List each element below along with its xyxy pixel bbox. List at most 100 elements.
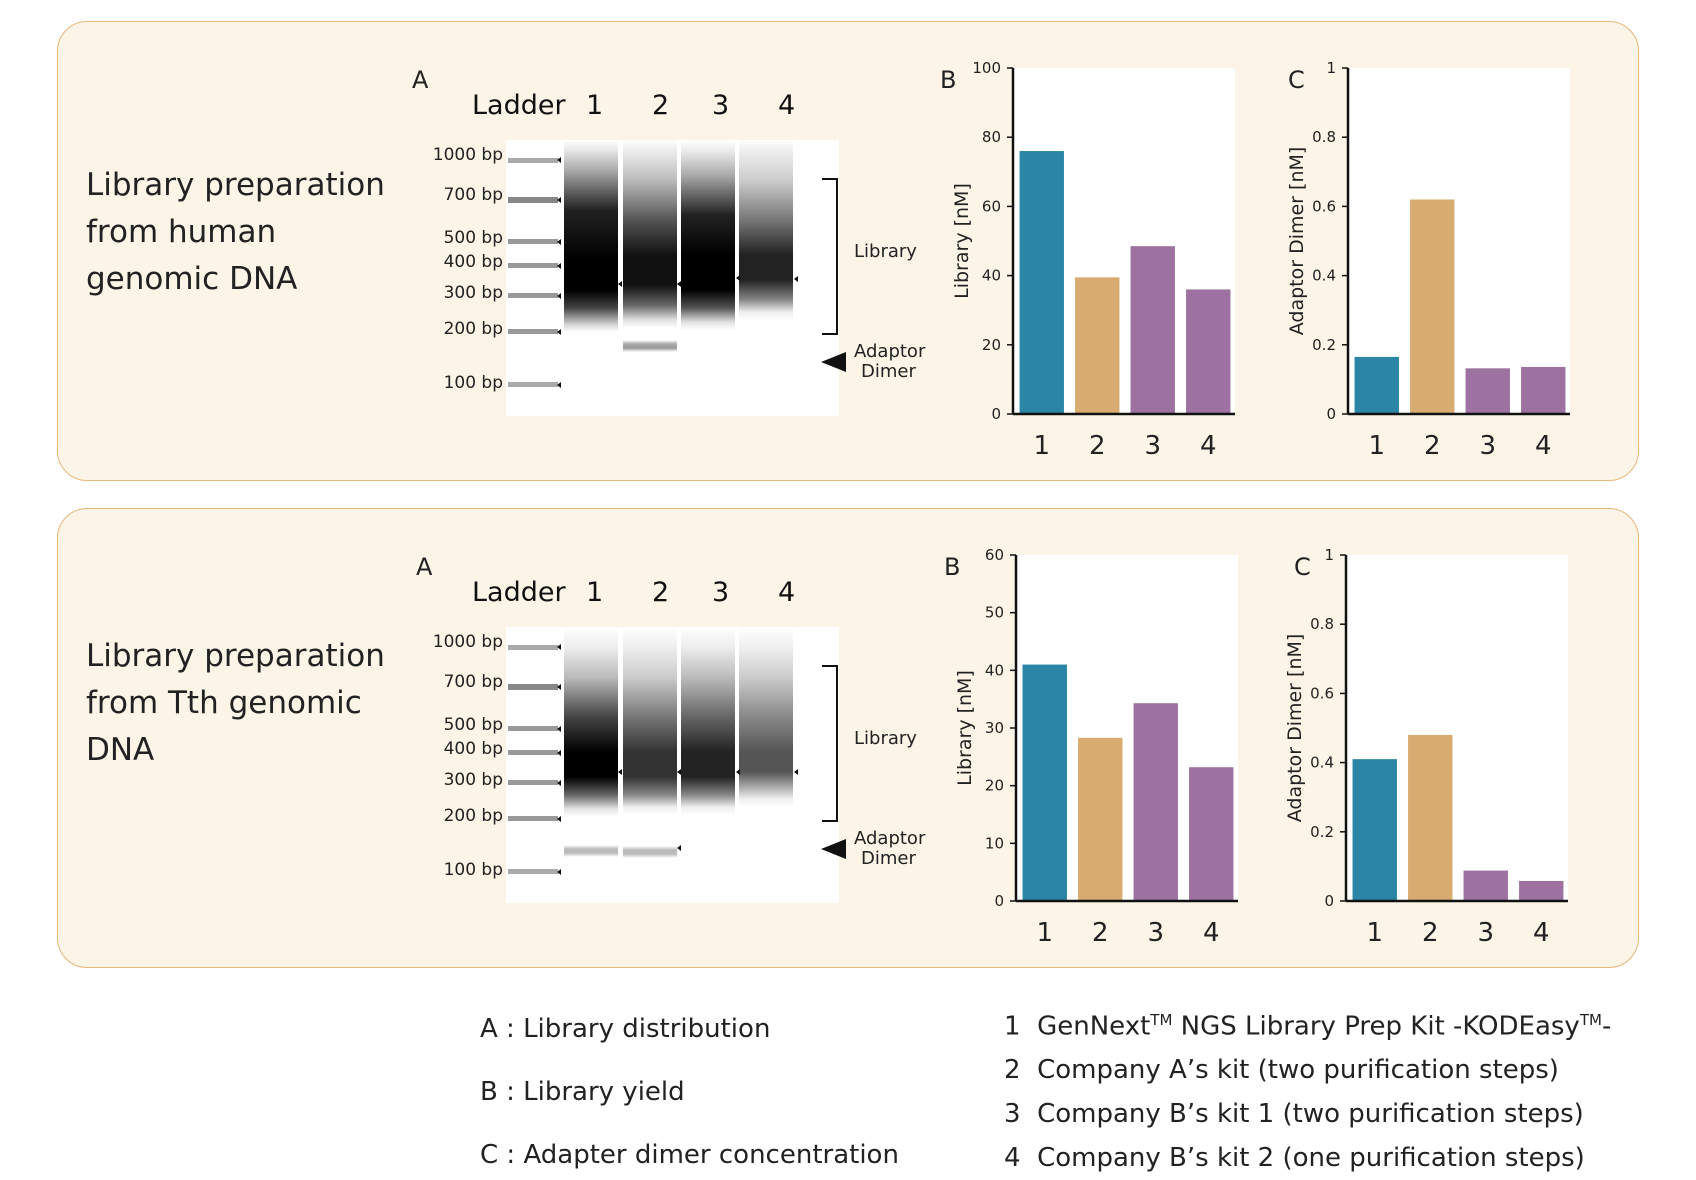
legend-num: 4 (1004, 1143, 1021, 1173)
gel-lane-1 (564, 627, 618, 903)
band-marker (557, 750, 561, 756)
band-marker (557, 157, 561, 163)
legend-text: Company B’s kit 2 (one purification step… (1037, 1143, 1585, 1173)
gel-lane-3 (681, 140, 735, 416)
x-tick-label: 2 (1089, 431, 1106, 461)
bp-label-200: 200 bp (443, 319, 503, 339)
band-marker (557, 293, 561, 299)
y-tick-label: 0.2 (1310, 823, 1334, 841)
adaptor-label: Adaptor (854, 828, 926, 849)
tth-library-chart: 0 10 20 30 40 50 60 1 2 3 4 Library [nM] (954, 546, 1238, 948)
panel-title: Library preparation from Tth genomic DNA (86, 638, 385, 768)
adaptor-arrow (821, 352, 846, 372)
library-bracket (822, 665, 838, 822)
band-marker (557, 869, 561, 875)
legend-kit-1: 1 GenNextTM NGS Library Prep Kit -KODEas… (1004, 1011, 1611, 1042)
legend-sup: TM (1150, 1011, 1173, 1029)
band-marker (557, 263, 561, 269)
human-library-chart: 0 20 40 60 80 100 1 2 3 4 Library [nM] (951, 59, 1235, 461)
y-tick-label: 60 (982, 197, 1001, 215)
panel-tth: Library preparation from Tth genomic DNA… (57, 508, 1639, 968)
legend-kit-3: 3 Company B’s kit 1 (two purification st… (1004, 1099, 1584, 1129)
band-marker (557, 382, 561, 388)
chart-b-letter: B (940, 66, 957, 94)
legend-kit-2: 2 Company A’s kit (two purification step… (1004, 1055, 1559, 1085)
bp-label-400: 400 bp (443, 252, 503, 272)
y-tick-label: 0.4 (1310, 754, 1334, 772)
bar-2 (1410, 199, 1455, 414)
bar-3 (1463, 870, 1508, 901)
gel-lane-4 (739, 627, 793, 903)
legend-text: GenNext (1037, 1011, 1151, 1042)
panel-title: Library preparation from human genomic D… (86, 167, 385, 297)
gel-image (506, 627, 839, 903)
bar-3 (1133, 703, 1178, 901)
lane-label-3: 3 (712, 577, 730, 608)
band-marker (618, 769, 622, 775)
y-tick-label: 20 (985, 777, 1004, 795)
tth-dimer-chart: 0 0.2 0.4 0.6 0.8 1 1 2 3 4 Adaptor Dimer [nM] (1284, 546, 1568, 948)
y-tick-label: 40 (985, 661, 1004, 679)
band-marker (557, 816, 561, 822)
library-label: Library (854, 728, 917, 749)
legend-b: B : Library yield (480, 1077, 685, 1107)
y-axis-label: Library [nM] (951, 183, 973, 299)
library-bracket (822, 178, 838, 335)
y-tick-label: 0 (1324, 892, 1334, 910)
panel-human: Library preparation from human genomic D… (57, 21, 1639, 481)
y-tick-label: 0.8 (1312, 128, 1336, 146)
gel-lane-2 (623, 140, 677, 416)
x-tick-label: 1 (1366, 918, 1383, 948)
ladder-lane (508, 627, 558, 903)
bp-label-100: 100 bp (443, 860, 503, 880)
y-tick-label: 0.6 (1310, 684, 1334, 702)
band-marker (736, 275, 740, 281)
bp-label-1000: 1000 bp (432, 632, 503, 652)
ladder-label: Ladder (472, 90, 566, 121)
y-tick-label: 1 (1324, 546, 1334, 564)
y-tick-label: 30 (985, 719, 1004, 737)
x-tick-label: 3 (1477, 918, 1494, 948)
x-tick-label: 3 (1479, 431, 1496, 461)
gel-lane-1 (564, 140, 618, 416)
gel-lane-3 (681, 627, 735, 903)
library-label: Library (854, 241, 917, 262)
bp-label-100: 100 bp (443, 373, 503, 393)
bar-2 (1075, 277, 1120, 414)
bar-1 (1019, 151, 1064, 414)
band-marker (677, 281, 681, 287)
band-marker (677, 845, 681, 851)
lane-label-4: 4 (778, 90, 796, 121)
y-tick-label: 0.8 (1310, 615, 1334, 633)
bar-1 (1022, 664, 1067, 901)
ladder-lane (508, 140, 558, 416)
legend-c: C : Adapter dimer concentration (480, 1140, 899, 1170)
chart-c-letter: C (1294, 553, 1311, 581)
chart-b-letter: B (944, 553, 961, 581)
ladder-label: Ladder (472, 577, 566, 608)
bar-4 (1521, 366, 1566, 414)
bp-label-700: 700 bp (443, 185, 503, 205)
bar-4 (1519, 880, 1564, 901)
x-tick-label: 3 (1144, 431, 1161, 461)
x-tick-label: 4 (1535, 431, 1552, 461)
gel-letter: A (416, 553, 433, 581)
lane-label-2: 2 (652, 577, 670, 608)
gel-image (506, 140, 839, 416)
bp-label-700: 700 bp (443, 672, 503, 692)
legend-text: Company B’s kit 1 (two purification step… (1037, 1099, 1584, 1129)
y-tick-label: 0 (991, 405, 1001, 423)
adaptor-label: Adaptor (854, 341, 926, 362)
bar-4 (1189, 767, 1234, 901)
x-tick-label: 4 (1203, 918, 1220, 948)
band-marker (557, 329, 561, 335)
band-marker (794, 769, 798, 775)
band-marker (557, 644, 561, 650)
bp-label-200: 200 bp (443, 806, 503, 826)
bar-1 (1354, 356, 1399, 414)
bp-label-500: 500 bp (443, 715, 503, 735)
bp-label-400: 400 bp (443, 739, 503, 759)
gel-lane-4 (739, 140, 793, 416)
gel-lane-2 (623, 627, 677, 903)
legend-kit-4: 4 Company B’s kit 2 (one purification st… (1004, 1143, 1585, 1173)
